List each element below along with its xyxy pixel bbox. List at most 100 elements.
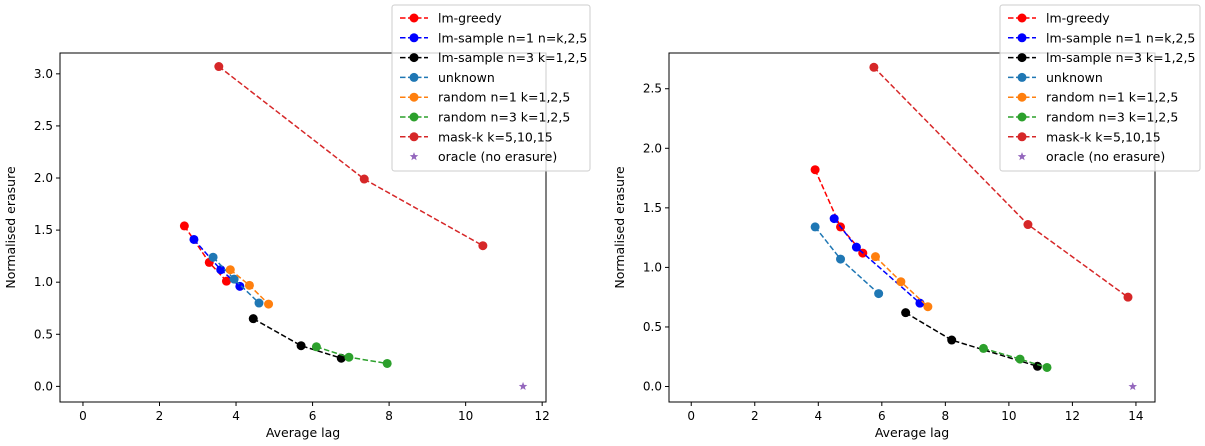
- series-group: [248, 314, 346, 363]
- legend-marker-swatch: [1017, 72, 1027, 82]
- data-point: [235, 281, 245, 291]
- data-point-star: [1128, 382, 1138, 391]
- data-point: [216, 265, 226, 275]
- data-point: [1123, 292, 1133, 302]
- y-axis-label: Normalised erasure: [612, 166, 627, 289]
- data-point: [359, 174, 369, 184]
- legend-marker-swatch: [409, 112, 419, 122]
- series-line: [252, 318, 342, 359]
- data-point: [923, 302, 933, 312]
- legend-marker-swatch: [1017, 53, 1027, 63]
- legend-frame: [999, 4, 1201, 172]
- data-point: [810, 165, 820, 175]
- legend-label: random n=1 k=1,2,5: [1046, 90, 1178, 105]
- legend-label: random n=1 k=1,2,5: [438, 90, 570, 105]
- data-point: [264, 299, 274, 309]
- x-tick-label: 0: [687, 409, 695, 423]
- data-point: [296, 341, 306, 351]
- data-point: [870, 252, 880, 262]
- legend-label: random n=3 k=1,2,5: [1046, 110, 1178, 125]
- series-group: [208, 252, 264, 308]
- legend-label: lm-greedy: [1046, 11, 1110, 26]
- series-group: [810, 222, 884, 299]
- legend-marker-swatch: [1017, 33, 1027, 43]
- series-line: [814, 169, 864, 254]
- legend-label: unknown: [438, 70, 495, 85]
- x-tick-label: 6: [878, 409, 886, 423]
- y-tick-label: 0.0: [643, 380, 662, 394]
- data-point: [244, 280, 254, 290]
- y-tick-label: 2.0: [34, 171, 53, 185]
- series-line: [983, 347, 1048, 369]
- x-tick-label: 8: [942, 409, 950, 423]
- x-axis-label: Average lag: [875, 425, 949, 440]
- legend: lm-greedy lm-sample n=1 n=k,2,5 lm-sample …: [999, 4, 1201, 172]
- data-point-star: [518, 381, 528, 391]
- y-tick-label: 2.5: [34, 119, 53, 133]
- series-group: [870, 252, 933, 312]
- x-tick-label: 2: [156, 409, 164, 423]
- legend-marker-swatch: [409, 13, 419, 23]
- data-point: [1023, 220, 1033, 230]
- data-point: [829, 214, 839, 224]
- legend-marker-swatch: [409, 92, 419, 102]
- legend-label: mask-k k=5,10,15: [1046, 129, 1161, 144]
- x-tick-label: 8: [385, 409, 393, 423]
- data-point: [478, 241, 488, 251]
- legend-frame: [391, 4, 591, 172]
- legend-label: mask-k k=5,10,15: [438, 129, 553, 144]
- data-point: [189, 234, 199, 244]
- legend-label: lm-sample n=3 k=1,2,5: [1046, 50, 1195, 65]
- data-point: [179, 221, 189, 231]
- data-point: [214, 62, 224, 72]
- data-point: [1015, 354, 1025, 364]
- data-point: [947, 335, 957, 345]
- y-tick-label: 0.0: [34, 379, 53, 393]
- legend-label: lm-greedy: [438, 11, 502, 26]
- plot-area-frame: [668, 52, 1156, 403]
- legend-label: lm-sample n=1 n=k,2,5: [438, 30, 587, 45]
- data-point: [836, 254, 846, 264]
- y-tick-label: 0.5: [643, 320, 662, 334]
- series-group: [869, 62, 1133, 302]
- y-tick-label: 0.5: [34, 327, 53, 341]
- data-point: [254, 298, 264, 308]
- legend-marker-swatch: [1017, 92, 1027, 102]
- data-point: [901, 308, 911, 318]
- legend-label: unknown: [1046, 70, 1103, 85]
- legend-label: oracle (no erasure): [438, 149, 557, 164]
- series-group: [225, 265, 274, 309]
- series-group: [311, 342, 392, 368]
- x-tick-label: 12: [1065, 409, 1080, 423]
- plot-area-frame: [59, 52, 547, 403]
- data-point: [1032, 361, 1042, 371]
- right-chart-panel: 0 2 4 6 8 10 12 14 0.0 0.5 1.0 1.5 2.0 2.5 Average lag…: [612, 4, 1201, 440]
- series-group: [518, 381, 528, 391]
- series-line: [905, 312, 1038, 368]
- data-point: [978, 343, 988, 353]
- y-tick-label: 1.5: [34, 223, 53, 237]
- legend-marker-swatch: [409, 132, 419, 142]
- y-tick-label: 1.5: [643, 201, 662, 215]
- legend-label: random n=3 k=1,2,5: [438, 110, 570, 125]
- x-tick-label: 0: [79, 409, 87, 423]
- legend-marker-swatch: [409, 72, 419, 82]
- series-group: [179, 221, 231, 286]
- legend-marker-swatch: [1017, 112, 1027, 122]
- x-tick-label: 4: [232, 409, 240, 423]
- legend-star-swatch: [409, 152, 419, 161]
- data-point: [810, 222, 820, 232]
- legend-label: lm-sample n=1 n=k,2,5: [1046, 30, 1195, 45]
- series-line: [814, 226, 880, 295]
- data-point: [896, 277, 906, 287]
- legend-marker-swatch: [409, 53, 419, 63]
- series-line: [212, 256, 260, 304]
- x-tick-label: 2: [751, 409, 759, 423]
- series-line: [218, 65, 484, 247]
- data-point: [208, 252, 218, 262]
- legend-marker-swatch: [409, 33, 419, 43]
- series-group: [978, 343, 1052, 372]
- legend-star-swatch: [1017, 152, 1027, 161]
- legend: lm-greedy lm-sample n=1 n=k,2,5 lm-sample …: [391, 4, 591, 172]
